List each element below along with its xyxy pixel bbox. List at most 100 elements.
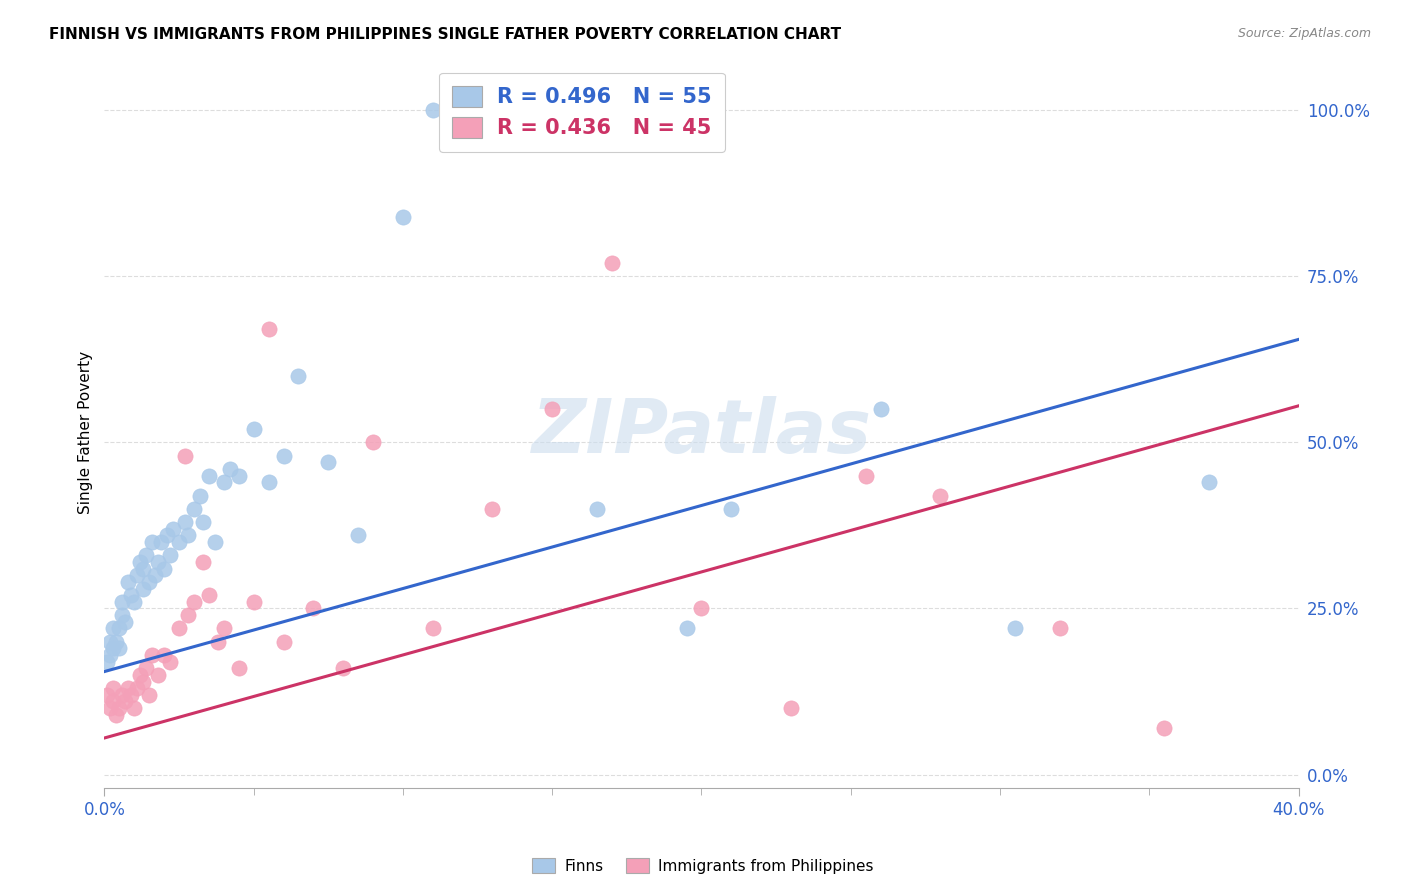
Point [159,549,181,563]
Point [257,475,280,490]
Point [212,621,235,635]
Point [541,402,564,417]
Point [141,535,163,549]
Point [96,655,118,669]
Point [174,449,197,463]
Point [108,701,131,715]
Point [188,489,211,503]
Point [132,582,155,596]
Point [138,688,160,702]
Point [287,368,309,383]
Point [98,701,121,715]
Point [122,595,145,609]
Point [127,681,149,695]
Point [228,468,250,483]
Point [332,661,354,675]
Point [273,449,295,463]
Point [150,535,173,549]
Point [146,555,169,569]
Point [156,528,179,542]
Point [108,621,131,635]
Point [361,435,384,450]
Y-axis label: Single Father Poverty: Single Father Poverty [79,351,93,514]
Point [422,103,444,118]
Point [105,634,128,648]
Point [855,468,877,483]
Point [114,694,136,708]
Point [302,601,325,615]
Point [183,595,205,609]
Point [1049,621,1071,635]
Point [129,668,152,682]
Point [174,515,197,529]
Point [135,549,157,563]
Point [141,648,163,662]
Point [117,681,139,695]
Point [129,555,152,569]
Point [111,595,134,609]
Point [117,574,139,589]
Point [690,601,713,615]
Point [207,634,229,648]
Point [586,501,609,516]
Point [103,681,125,695]
Point [929,489,952,503]
Legend: Finns, Immigrants from Philippines: Finns, Immigrants from Philippines [526,852,880,880]
Point [198,588,221,602]
Point [228,661,250,675]
Point [541,103,564,118]
Point [167,535,190,549]
Point [1153,721,1175,735]
Point [780,701,803,715]
Point [146,668,169,682]
Legend: R = 0.496   N = 55, R = 0.436   N = 45: R = 0.496 N = 55, R = 0.436 N = 45 [439,72,725,152]
Point [153,561,176,575]
Point [132,561,155,575]
Point [153,648,176,662]
Point [103,621,125,635]
Point [1198,475,1220,490]
Point [720,501,742,516]
Text: FINNISH VS IMMIGRANTS FROM PHILIPPINES SINGLE FATHER POVERTY CORRELATION CHART: FINNISH VS IMMIGRANTS FROM PHILIPPINES S… [49,27,841,42]
Point [204,535,226,549]
Point [132,674,155,689]
Point [481,103,503,118]
Point [167,621,190,635]
Point [111,688,134,702]
Point [114,615,136,629]
Point [392,210,415,224]
Point [198,468,221,483]
Point [481,501,503,516]
Point [143,568,166,582]
Point [162,522,184,536]
Point [138,574,160,589]
Point [103,641,125,656]
Point [212,475,235,490]
Point [98,648,121,662]
Point [191,555,214,569]
Point [347,528,370,542]
Point [183,501,205,516]
Point [103,694,125,708]
Point [96,688,118,702]
Point [111,608,134,623]
Point [675,621,697,635]
Point [191,515,214,529]
Point [127,568,149,582]
Text: ZIPatlas: ZIPatlas [531,396,872,469]
Point [105,707,128,722]
Point [316,455,339,469]
Point [122,701,145,715]
Point [98,634,121,648]
Point [1004,621,1026,635]
Point [159,655,181,669]
Point [600,256,623,270]
Point [135,661,157,675]
Point [273,634,295,648]
Point [242,422,264,436]
Point [120,588,142,602]
Point [108,641,131,656]
Point [177,528,200,542]
Point [422,621,444,635]
Point [177,608,200,623]
